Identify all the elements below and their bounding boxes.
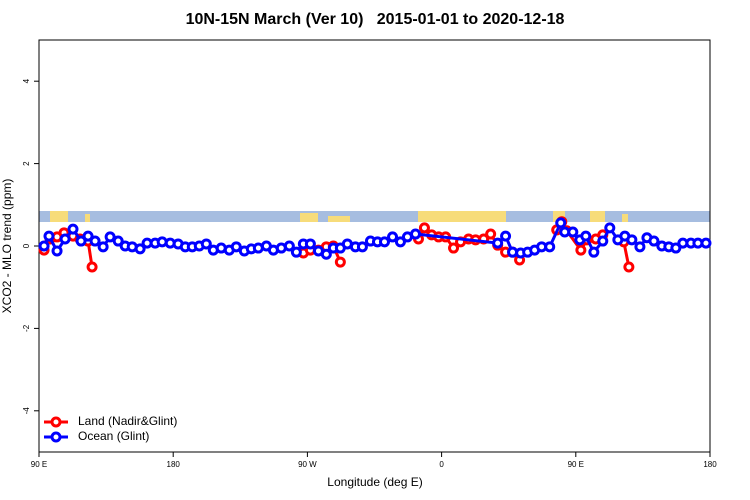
data-point <box>320 248 332 260</box>
data-point <box>89 235 101 247</box>
data-point <box>597 235 609 247</box>
legend-swatch-marker <box>50 416 62 428</box>
data-point <box>492 237 504 249</box>
data-point <box>97 241 109 253</box>
data-point <box>230 241 242 253</box>
chart-title: 10N-15N March (Ver 10) 2015-01-01 to 202… <box>186 11 565 28</box>
data-point <box>75 235 87 247</box>
x-axis-label: Longitude (deg E) <box>327 475 422 489</box>
data-point <box>567 226 579 238</box>
y-tick-label: 4 <box>22 78 31 83</box>
data-point <box>134 243 146 255</box>
data-point <box>580 230 592 242</box>
data-point <box>623 261 635 273</box>
legend-label: Ocean (Glint) <box>78 429 149 443</box>
y-tick-label: -4 <box>22 407 31 415</box>
x-tick-label: 90 E <box>568 460 584 469</box>
data-point <box>378 236 390 248</box>
data-point <box>555 217 567 229</box>
data-point <box>485 228 497 240</box>
data-point <box>104 231 116 243</box>
data-point <box>82 230 94 242</box>
data-point <box>51 245 63 257</box>
data-point <box>634 241 646 253</box>
x-tick-label: 180 <box>167 460 181 469</box>
legend-swatch-marker <box>50 431 62 443</box>
x-tick-label: 90 E <box>31 460 47 469</box>
data-point <box>334 256 346 268</box>
data-point <box>67 223 79 235</box>
data-point <box>410 228 422 240</box>
data-point <box>604 222 616 234</box>
data-point <box>38 240 50 252</box>
data-point <box>304 238 316 250</box>
land-mask <box>39 211 710 222</box>
data-point <box>356 241 368 253</box>
data-point <box>418 222 430 234</box>
data-point <box>290 246 302 258</box>
x-tick-label: 90 W <box>298 460 317 469</box>
x-tick-label: 180 <box>703 460 717 469</box>
data-point <box>700 237 712 249</box>
data-point <box>43 230 55 242</box>
data-point <box>500 230 512 242</box>
data-point <box>626 234 638 246</box>
data-point <box>112 235 124 247</box>
legend: Land (Nadir&Glint)Ocean (Glint) <box>44 414 177 443</box>
data-point <box>588 246 600 258</box>
y-tick-label: 2 <box>22 161 31 166</box>
legend-label: Land (Nadir&Glint) <box>78 414 177 428</box>
data-point <box>283 240 295 252</box>
data-point <box>59 233 71 245</box>
data-point <box>394 236 406 248</box>
data-point <box>200 238 212 250</box>
x-tick-label: 0 <box>439 460 444 469</box>
y-axis-label: XCO2 - MLO trend (ppm) <box>0 179 14 314</box>
data-point <box>670 242 682 254</box>
data-point <box>448 242 460 254</box>
y-tick-label: 0 <box>22 243 31 248</box>
data-point <box>575 244 587 256</box>
data-point <box>86 261 98 273</box>
data-point <box>544 241 556 253</box>
y-tick-label: -2 <box>22 324 31 332</box>
data-point <box>387 231 399 243</box>
data-point <box>648 235 660 247</box>
